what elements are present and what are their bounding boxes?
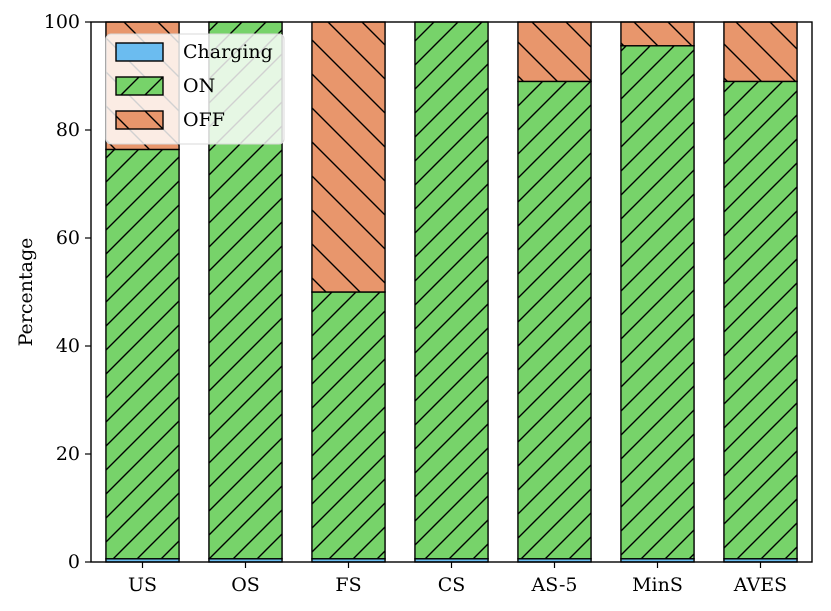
x-tick-label: OS: [231, 574, 260, 596]
x-tick-label: CS: [438, 574, 466, 596]
bar-hatch-on-mins: [620, 45, 695, 559]
x-tick-label: AS-5: [531, 574, 578, 596]
bar-hatch-on-us: [105, 149, 180, 559]
y-tick-label: 80: [56, 119, 80, 141]
bar-hatch-on-as-5: [517, 81, 592, 559]
bar-charging-fs: [311, 558, 386, 562]
legend: Charging ON OFF: [105, 33, 285, 145]
bar-hatch-off-as-5: [517, 22, 592, 82]
bar-hatch-on-cs: [414, 22, 489, 559]
bar-hatch-off-aves: [723, 22, 798, 82]
x-tick-label: FS: [335, 574, 361, 596]
legend-swatch-charging: [116, 43, 163, 61]
bar-charging-os: [208, 558, 283, 562]
x-tick-label: AVES: [733, 574, 787, 596]
bar-charging-as-5: [517, 558, 592, 562]
x-tick-label: MinS: [632, 574, 683, 596]
legend-swatch-outline-on: [115, 76, 164, 96]
y-tick-label: 40: [56, 335, 80, 357]
y-tick-label: 20: [56, 443, 80, 465]
bar-hatch-on-aves: [723, 81, 798, 559]
legend-label-on: ON: [183, 75, 215, 97]
legend-swatch-outline-charging: [115, 42, 164, 62]
bar-hatch-off-mins: [620, 22, 695, 46]
y-tick-label: 100: [44, 11, 80, 33]
bar-charging-mins: [620, 558, 695, 562]
legend-label-off: OFF: [183, 109, 225, 131]
bar-charging-cs: [414, 558, 489, 562]
legend-swatch-outline-off: [115, 110, 164, 130]
bar-hatch-on-fs: [311, 292, 386, 559]
y-axis: 0 20 40 60 80 100: [44, 11, 91, 573]
y-axis-label: Percentage: [15, 238, 37, 347]
bar-hatch-off-fs: [311, 22, 386, 292]
y-tick-label: 0: [68, 551, 80, 573]
legend-label-charging: Charging: [183, 41, 273, 63]
x-axis: US OS FS CS AS-5 MinS AVES: [128, 562, 787, 596]
x-tick-label: US: [128, 574, 157, 596]
y-tick-label: 60: [56, 227, 80, 249]
bar-charging-us: [105, 558, 180, 562]
legend-swatch-hatch-off: [116, 111, 163, 129]
bar-charging-aves: [723, 558, 798, 562]
legend-swatch-hatch-on: [116, 77, 163, 95]
